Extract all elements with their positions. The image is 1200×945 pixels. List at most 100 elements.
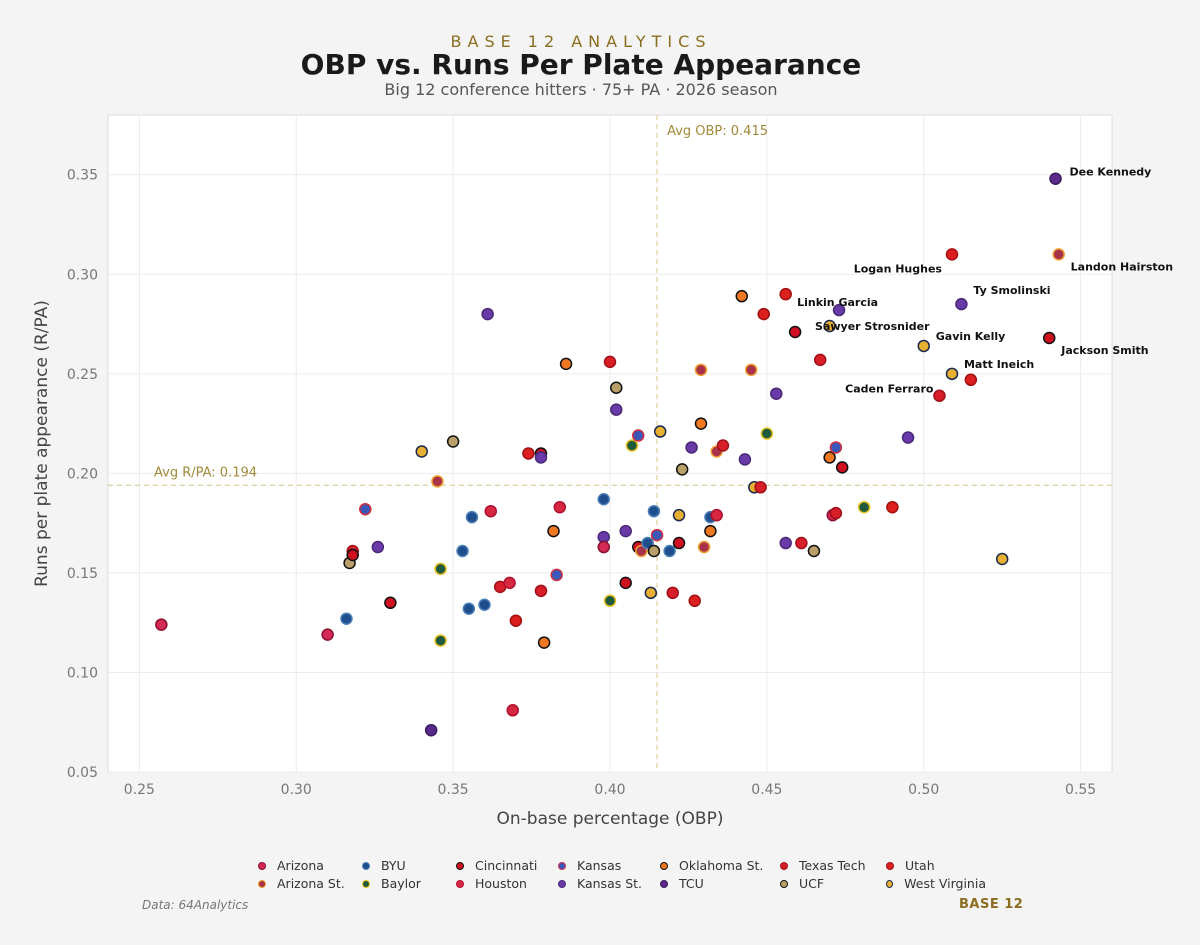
data-point [346,548,359,562]
legend-swatch [558,861,566,870]
data-point [917,339,930,353]
legend-label: UCF [799,876,825,891]
data-point [770,387,783,400]
data-point [478,598,491,612]
legend-item: TCU [660,876,780,891]
point-label: Caden Ferraro [845,383,934,396]
data-point [697,540,711,554]
data-point [647,544,661,558]
x-tick-label: 0.55 [1065,782,1096,798]
data-point [694,417,708,430]
data-point [716,439,730,452]
chart-title: OBP vs. Runs Per Plate Appearance [300,48,862,81]
legend-label: Kansas St. [577,876,643,891]
data-point [694,363,708,377]
data-point [371,540,385,554]
legend-swatch [558,879,566,888]
data-point [610,381,623,395]
legend-item: Arizona [258,858,362,873]
data-points [155,172,1065,737]
footer-brand: BASE 12 [959,897,1024,912]
data-point [685,441,698,454]
avg-obp-label: Avg OBP: 0.415 [667,124,768,139]
legend-swatch [362,861,370,870]
data-point [964,373,978,387]
data-point [462,602,476,615]
avg-rpa-label: Avg R/PA: 0.194 [154,465,257,480]
legend-swatch [660,861,668,870]
data-point [788,325,802,339]
data-point [625,439,639,452]
data-point [506,704,519,717]
data-point [553,500,567,514]
data-point [653,425,667,438]
data-point [503,576,516,590]
legend-item: West Virginia [886,876,986,891]
legend-label: Arizona St. [277,876,345,891]
data-point [835,461,849,474]
legend-item: Houston [456,876,558,891]
legend-swatch [886,861,894,870]
y-tick-label: 0.35 [67,168,98,184]
data-point [321,628,334,641]
data-point [1052,248,1065,261]
legend-swatch [258,861,266,870]
data-point [795,536,808,550]
data-point [522,447,535,460]
point-label: Jackson Smith [1060,344,1148,357]
legend-label: Houston [475,876,527,891]
data-point [779,536,792,550]
legend-swatch [258,879,266,888]
data-point [547,524,560,538]
data-point [650,528,664,542]
data-point [431,475,444,488]
data-point [666,586,679,600]
legend-item: UCF [780,876,886,891]
data-point [1049,172,1062,185]
point-label: Dee Kennedy [1070,166,1152,179]
data-point [663,544,676,558]
data-point [823,451,836,464]
point-label: Linkin Garcia [797,296,878,309]
data-point [672,508,686,522]
data-point [534,451,548,464]
point-label: Landon Hairston [1071,260,1173,273]
data-point [955,297,968,311]
data-point [779,287,792,301]
data-point [550,568,563,582]
legend-label: West Virginia [904,876,986,891]
data-point [945,248,959,261]
data-point [644,586,658,600]
legend-item: Kansas [558,858,660,873]
y-tick-label: 0.05 [67,765,98,781]
data-point [832,303,846,317]
x-tick-label: 0.25 [124,782,155,798]
x-tick-label: 0.30 [281,782,312,798]
axis-ticks: 0.25 0.30 0.35 0.40 0.45 0.50 0.55 0.05 0.10 0.15… [67,168,1096,798]
data-point [672,536,686,550]
data-point [534,584,548,598]
data-point [710,508,723,522]
data-point [619,576,632,590]
data-point [597,540,610,554]
legend-item: BYU [362,858,456,873]
y-axis-label: Runs per plate appearance (R/PA) [32,300,52,587]
y-tick-label: 0.10 [67,665,98,681]
legend: Arizona BYU Cincinnati Kansas Oklahoma St. Te… [258,858,986,891]
data-point [757,307,770,321]
data-point [631,429,645,442]
legend-item: Oklahoma St. [660,858,780,873]
grid-lines [108,115,1112,773]
point-label: Gavin Kelly [936,330,1006,343]
data-point [434,634,447,647]
legend-label: BYU [381,858,406,873]
data-point [446,435,460,448]
data-point [675,463,689,476]
data-point [647,504,661,518]
point-label: Matt Ineich [964,358,1034,371]
data-point [857,500,871,514]
data-point [760,427,774,440]
data-point [754,481,767,494]
data-point [484,504,498,518]
legend-swatch [886,879,894,888]
